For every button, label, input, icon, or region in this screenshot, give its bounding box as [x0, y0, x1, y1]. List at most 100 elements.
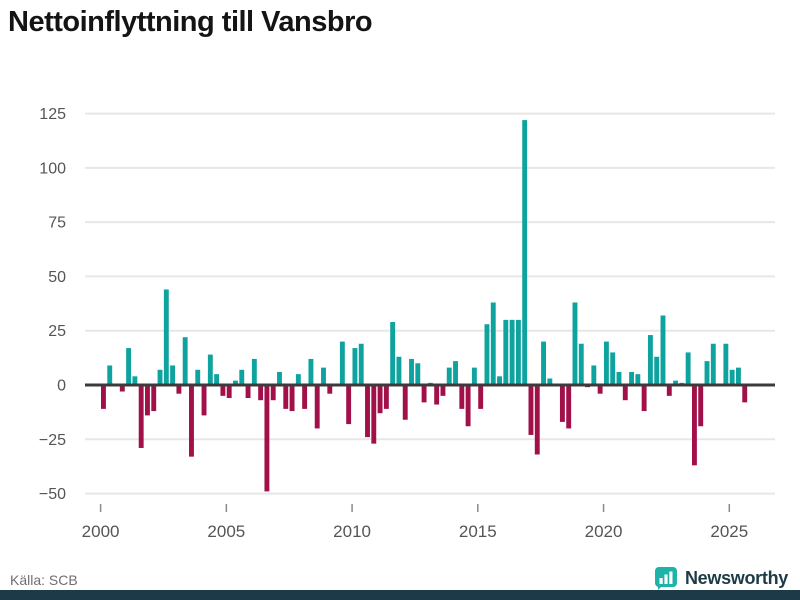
- net-migration-bar-chart: 125 100 75 50 25 0 −25 −50 2000 2005 2010 2015 2020 2…: [39, 106, 775, 541]
- quarter-bar: [547, 378, 553, 385]
- quarter-bar: [170, 365, 176, 385]
- x-axis-tick-label: 2010: [333, 522, 371, 541]
- x-axis-tick-label: 2005: [207, 522, 245, 541]
- source-label: Källa: SCB: [10, 572, 78, 588]
- quarter-bar: [729, 369, 735, 385]
- brand-lockup[interactable]: Newsworthy: [654, 566, 788, 590]
- quarter-bar: [415, 363, 421, 385]
- quarter-bar: [723, 343, 729, 385]
- quarter-bar: [698, 385, 704, 427]
- quarter-bar: [522, 120, 528, 385]
- quarter-bar: [371, 385, 377, 444]
- quarter-bar: [214, 374, 220, 385]
- quarter-bar: [471, 367, 477, 385]
- quarter-bar: [742, 385, 748, 403]
- y-axis-tick-label: 25: [48, 323, 66, 340]
- quarter-bar: [365, 385, 370, 438]
- quarter-bar: [559, 385, 565, 422]
- quarter-bar: [465, 385, 471, 427]
- quarter-bar: [308, 358, 314, 385]
- quarter-bar: [453, 361, 458, 385]
- quarter-bar: [660, 315, 666, 385]
- quarter-bar: [327, 385, 333, 394]
- quarter-bar: [157, 369, 163, 385]
- quarter-bar: [421, 385, 427, 403]
- quarter-bar: [440, 385, 446, 396]
- y-axis-tick-label: −25: [39, 432, 66, 449]
- quarter-bar: [145, 385, 150, 416]
- y-axis-tick-label: 125: [39, 106, 66, 123]
- quarter-bar: [182, 337, 188, 385]
- quarter-bar: [641, 385, 647, 412]
- quarter-bar: [233, 380, 238, 385]
- quarter-bar: [239, 369, 245, 385]
- quarter-bar: [195, 369, 201, 385]
- x-axis-tick-label: 2020: [585, 522, 623, 541]
- y-axis-tick-label: 50: [48, 269, 66, 286]
- quarter-bar: [264, 385, 270, 492]
- chart-title: Nettoinflyttning till Vansbro: [8, 6, 373, 38]
- quarter-bar: [515, 319, 521, 385]
- quarter-bar: [270, 385, 276, 401]
- quarter-bar: [673, 380, 679, 385]
- quarter-bar: [503, 319, 509, 385]
- quarter-bar: [295, 374, 301, 385]
- quarter-bar: [189, 385, 194, 457]
- quarter-bar: [572, 302, 578, 385]
- quarter-bar: [314, 385, 320, 429]
- quarter-bar: [610, 352, 616, 385]
- x-axis-tick-label: 2025: [710, 522, 748, 541]
- quarter-bar: [126, 348, 132, 385]
- bottom-accent-strip: [0, 590, 800, 600]
- quarter-bar: [685, 352, 691, 385]
- quarter-bar: [132, 376, 138, 385]
- quarter-bar: [591, 365, 597, 385]
- quarter-bar: [346, 385, 352, 425]
- quarter-bar: [220, 385, 226, 396]
- quarter-bar: [258, 385, 264, 401]
- quarter-bar: [226, 385, 232, 399]
- quarter-bar: [654, 356, 660, 385]
- y-axis-tick-label: −50: [39, 486, 66, 503]
- brand-name: Newsworthy: [684, 567, 788, 588]
- quarter-bar: [402, 385, 408, 420]
- quarter-bar: [207, 354, 213, 385]
- x-axis-tick-label: 2015: [459, 522, 497, 541]
- quarter-bar: [352, 348, 358, 385]
- quarter-bar: [446, 367, 452, 385]
- quarter-bar: [534, 385, 540, 455]
- quarter-bar: [396, 356, 402, 385]
- y-axis-tick-label: 100: [39, 160, 66, 177]
- quarter-bar: [484, 324, 490, 385]
- quarter-bar: [490, 302, 496, 385]
- quarter-bar: [107, 365, 113, 385]
- quarter-bar: [358, 343, 364, 385]
- quarter-bar: [603, 341, 609, 385]
- quarter-bar: [251, 358, 257, 385]
- quarter-bar: [616, 371, 622, 385]
- quarter-bar: [578, 343, 584, 385]
- quarter-bar: [277, 371, 282, 385]
- quarter-bar: [321, 367, 326, 385]
- quarter-bar: [390, 322, 396, 385]
- x-axis-tick-label: 2000: [82, 522, 120, 541]
- quarter-bar: [138, 385, 144, 448]
- quarter-bar: [283, 385, 289, 409]
- quarter-bar: [434, 385, 440, 405]
- quarter-bar: [635, 374, 641, 385]
- quarter-bar: [409, 358, 414, 385]
- y-axis-tick-label: 75: [48, 215, 66, 232]
- quarter-bar: [597, 385, 603, 394]
- quarter-bar: [339, 341, 345, 385]
- quarter-bar: [735, 367, 741, 385]
- quarter-bar: [176, 385, 182, 394]
- quarter-bar: [459, 385, 465, 409]
- quarter-bar: [710, 343, 716, 385]
- quarter-bar: [541, 341, 546, 385]
- quarter-bar: [151, 385, 157, 412]
- quarter-bar: [289, 385, 295, 412]
- quarter-bar: [497, 376, 502, 385]
- quarter-bar: [528, 385, 534, 435]
- quarter-bar: [666, 385, 672, 396]
